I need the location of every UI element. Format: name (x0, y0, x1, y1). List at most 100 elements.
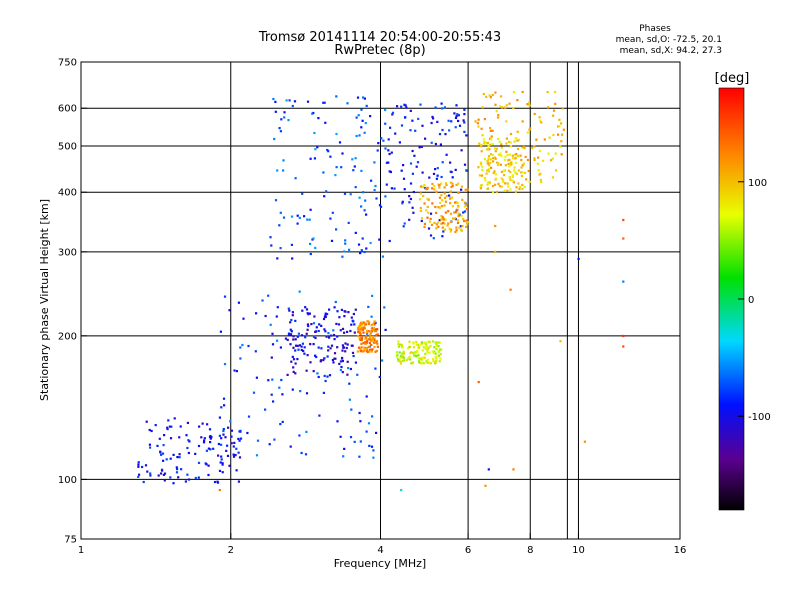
data-point (508, 102, 511, 105)
data-point (170, 425, 173, 428)
data-point (435, 357, 438, 360)
data-point (289, 445, 292, 448)
data-point (449, 230, 452, 233)
data-point (232, 453, 235, 456)
data-point (528, 128, 531, 131)
data-point (460, 149, 463, 152)
data-point (552, 114, 555, 117)
data-point (487, 155, 491, 158)
data-point (289, 321, 292, 324)
data-point (291, 104, 294, 108)
data-point (427, 198, 430, 201)
data-point (332, 333, 336, 337)
data-point (455, 201, 458, 204)
data-point (441, 128, 444, 132)
data-point (412, 341, 415, 344)
data-point (411, 119, 414, 122)
data-point (161, 469, 164, 472)
data-point (451, 176, 454, 179)
data-point (492, 157, 495, 160)
data-point (423, 362, 426, 365)
data-point (232, 445, 235, 448)
data-point (443, 192, 446, 195)
data-point (506, 182, 509, 185)
data-point (508, 153, 511, 156)
data-point (338, 141, 342, 144)
data-point (369, 338, 372, 341)
data-point (426, 348, 429, 351)
data-point (365, 247, 368, 250)
data-point (431, 340, 434, 343)
data-point (335, 95, 338, 98)
data-point (480, 143, 483, 146)
data-point (308, 218, 311, 221)
data-point (300, 348, 303, 352)
data-point (273, 438, 276, 441)
data-point (492, 160, 495, 163)
data-point (488, 94, 491, 97)
data-point (276, 257, 279, 260)
data-point (439, 353, 442, 356)
data-point (162, 473, 165, 476)
data-point (300, 451, 303, 455)
data-point (316, 146, 319, 149)
data-point (363, 131, 366, 134)
data-point (338, 316, 341, 319)
phases-info-title: Phases (639, 24, 671, 34)
data-point (402, 350, 405, 353)
data-point (409, 162, 413, 165)
data-point (369, 339, 372, 343)
data-point (551, 176, 555, 179)
data-point (419, 198, 422, 201)
data-point (361, 237, 364, 240)
data-point (394, 132, 397, 135)
data-point (454, 168, 457, 171)
data-point (432, 117, 435, 120)
data-point (577, 257, 580, 260)
data-point (543, 138, 546, 141)
data-point (285, 99, 288, 102)
data-point (412, 211, 415, 214)
data-point (273, 137, 276, 141)
data-point (371, 415, 374, 418)
data-point (464, 188, 467, 191)
data-point (516, 99, 519, 102)
data-point (486, 162, 489, 165)
data-point (390, 187, 393, 190)
data-point (296, 335, 299, 338)
data-point (438, 360, 441, 363)
data-point (312, 335, 316, 338)
data-point (497, 137, 500, 140)
data-point (443, 204, 446, 207)
data-point (401, 352, 404, 355)
data-point (400, 354, 403, 357)
data-point (197, 476, 200, 479)
data-point (222, 429, 225, 433)
data-point (305, 369, 308, 372)
data-point (463, 130, 466, 133)
data-point (466, 188, 469, 191)
data-point (538, 149, 541, 153)
data-point (445, 194, 448, 198)
data-point (324, 315, 327, 318)
data-point (458, 226, 461, 229)
data-point (197, 461, 201, 464)
data-point (559, 340, 562, 343)
data-point (271, 378, 274, 381)
data-point (209, 448, 212, 451)
data-point (462, 218, 465, 221)
data-point (441, 199, 444, 202)
data-point (413, 154, 416, 157)
x-tick-label: 8 (527, 545, 533, 556)
data-point (314, 246, 317, 249)
data-point (504, 164, 507, 167)
data-point (292, 358, 296, 361)
data-point (137, 461, 140, 464)
data-point (276, 339, 279, 342)
data-point (430, 121, 433, 125)
data-point (492, 171, 495, 175)
data-point (480, 184, 483, 187)
data-point (561, 133, 564, 136)
chart-subtitle: RwPretec (8p) (334, 43, 425, 58)
data-point (218, 489, 221, 492)
